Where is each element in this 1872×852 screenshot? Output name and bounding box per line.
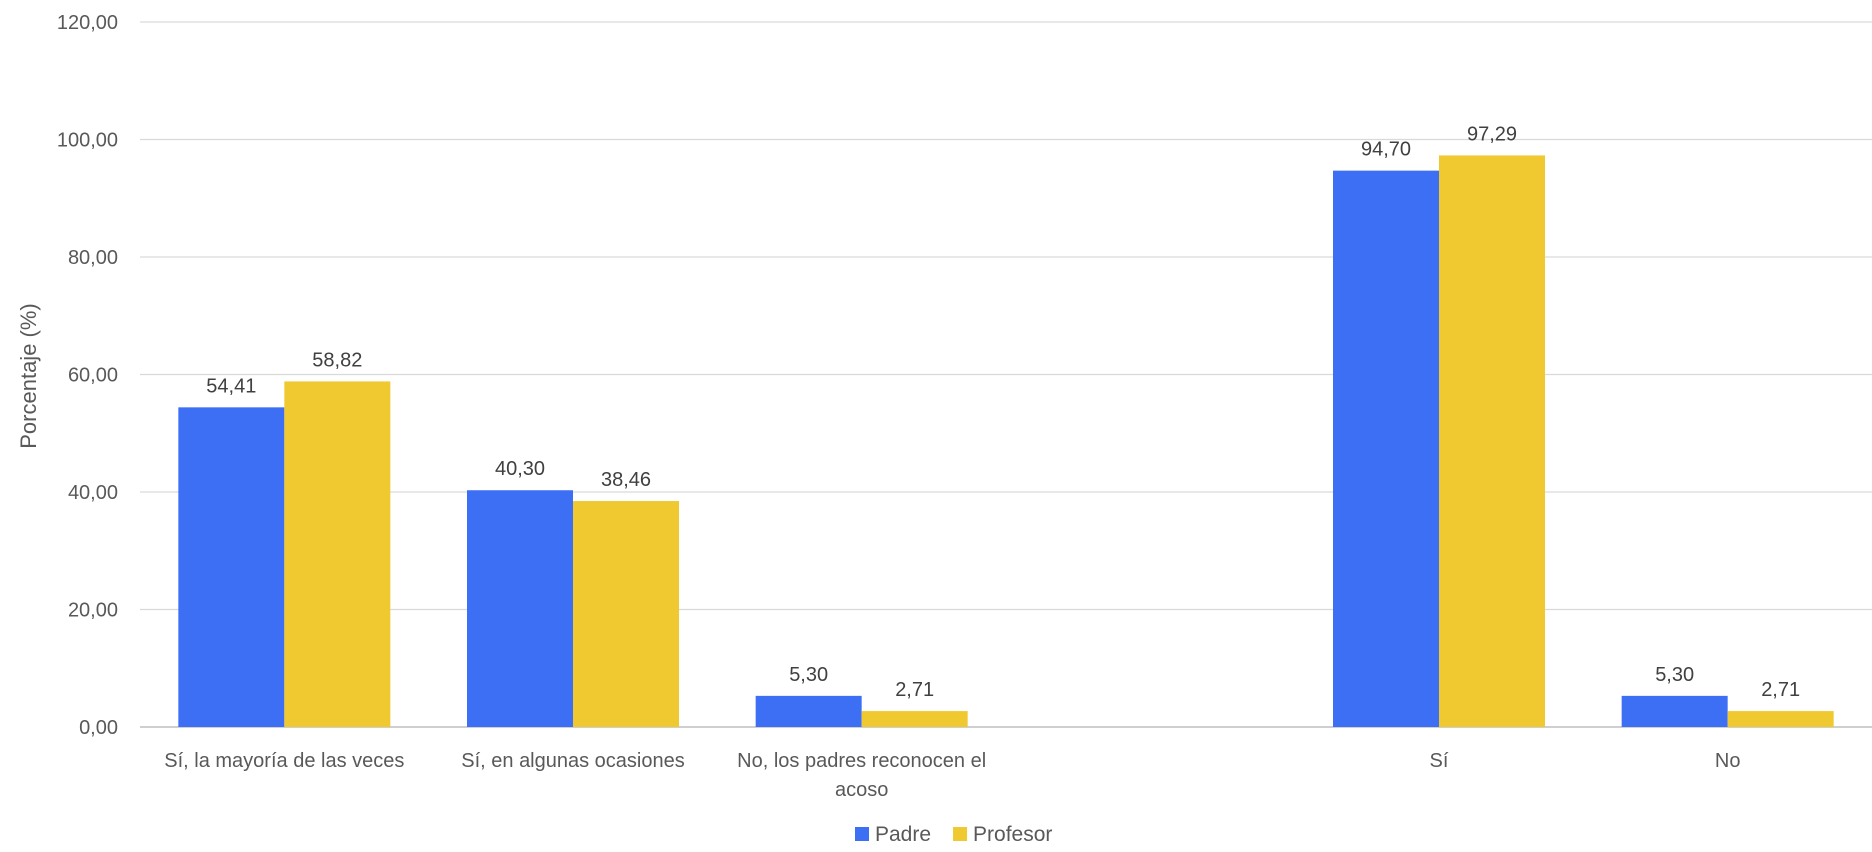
y-axis-ticks: 0,00 20,00 40,00 60,00 80,00 100,00 120,00 [57,12,118,739]
bar-padre [178,407,285,727]
x-category-label: Sí [1430,750,1449,772]
legend-swatch-padre [855,827,869,841]
data-label: 94,70 [1361,139,1411,161]
data-label: 58,82 [312,349,362,371]
data-label: 2,71 [1761,679,1800,701]
bar-padre [1333,170,1439,727]
x-category-label: No, los padres reconocen el [737,750,986,772]
y-tick-label: 120,00 [57,12,118,34]
gridlines [140,21,1872,728]
y-tick-label: 60,00 [68,365,118,387]
bar-profesor [1439,155,1545,727]
legend-label-padre: Padre [875,823,931,846]
y-tick-label: 100,00 [57,130,118,152]
bar-padre [1621,695,1728,727]
bar-padre [755,695,862,727]
y-tick-label: 0,00 [79,717,118,739]
data-label: 2,71 [895,679,934,701]
bar-padre [467,490,573,727]
data-labels: 54,41 58,82 40,30 38,46 5,30 2,71 94,70 97,29 5,… [206,123,1800,701]
y-tick-label: 80,00 [68,247,118,269]
bar-profesor [284,381,391,727]
bar-profesor [573,501,679,727]
legend-swatch-profesor [953,827,968,841]
x-category-label: No [1715,750,1741,772]
x-category-label: Sí, la mayoría de las veces [164,750,404,772]
data-label: 38,46 [601,469,651,491]
data-label: 5,30 [789,664,828,686]
bar-profesor [1727,711,1834,727]
bars [178,155,1834,727]
data-label: 97,29 [1467,123,1517,145]
x-category-label: acoso [835,779,888,801]
data-label: 40,30 [495,458,545,480]
legend: Padre Profesor [855,823,1052,846]
x-axis-categories: Sí, la mayoría de las veces Sí, en alguna… [164,750,1740,801]
legend-label-profesor: Profesor [973,823,1052,846]
y-tick-label: 20,00 [68,600,118,622]
data-label: 5,30 [1655,664,1694,686]
y-axis-title: Porcentaje (%) [16,303,41,449]
y-tick-label: 40,00 [68,482,118,504]
bar-profesor [861,711,968,727]
data-label: 54,41 [206,375,256,397]
x-category-label: Sí, en algunas ocasiones [461,750,685,772]
